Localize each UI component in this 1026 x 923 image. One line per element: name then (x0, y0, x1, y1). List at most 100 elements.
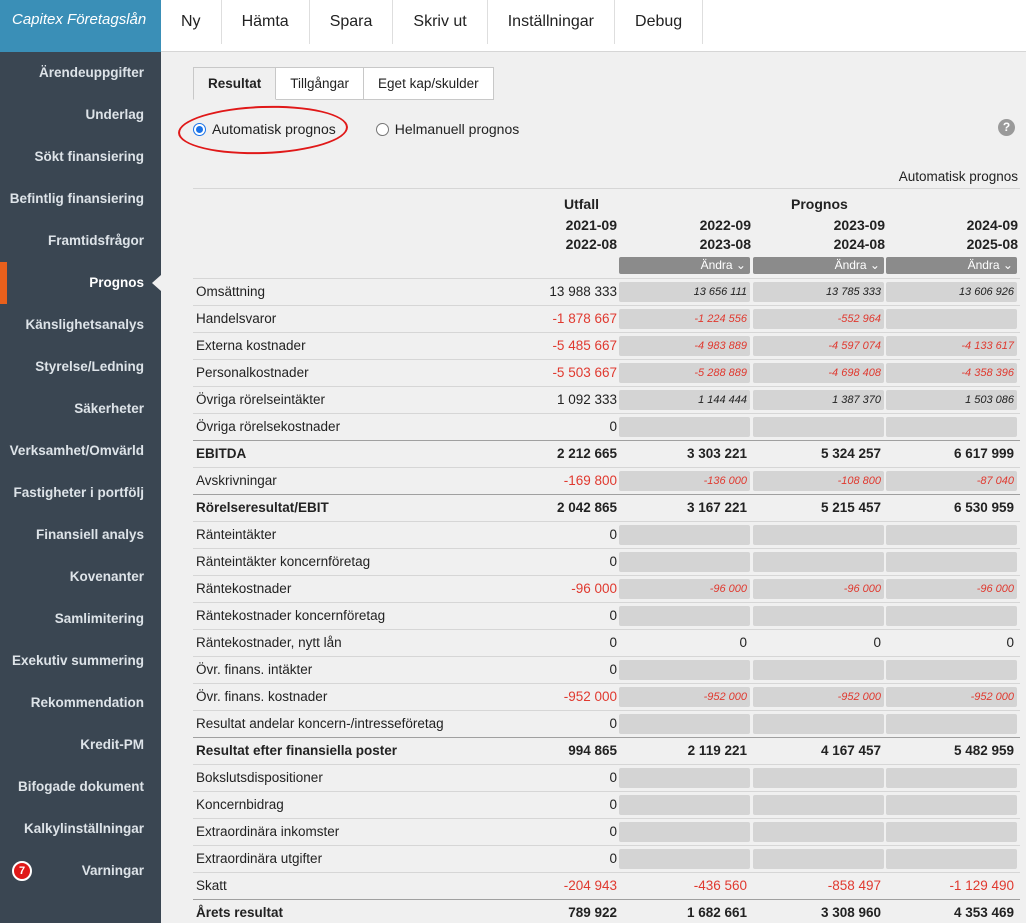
sidebar-item-underlag[interactable]: Underlag (85, 107, 144, 122)
sidebar-item-varningar[interactable]: Varningar 7 (0, 850, 161, 892)
prognos-input-cell[interactable] (886, 525, 1017, 545)
prognos-input-cell[interactable]: -4 983 889 (619, 336, 750, 356)
prognos-input-cell[interactable]: -4 597 074 (753, 336, 884, 356)
sidebar-item-kovenanter[interactable]: Kovenanter (69, 569, 144, 584)
prognos-input-cell[interactable]: -96 000 (886, 579, 1017, 599)
prognos-input-cell[interactable]: -952 000 (753, 687, 884, 707)
prognos-input-cell[interactable] (886, 822, 1017, 842)
menu-hämta[interactable]: Hämta (222, 0, 310, 44)
sidebar-item-sökt-finansiering[interactable]: Sökt finansiering (34, 149, 144, 164)
menu-skriv-ut[interactable]: Skriv ut (393, 0, 488, 44)
sidebar-item-verksamhet-omvärld[interactable]: Verksamhet/Omvärld (9, 443, 144, 458)
andra-dropdown-button[interactable]: Ändra ⌄ (886, 257, 1017, 274)
prognos-input-cell[interactable] (753, 795, 884, 815)
prognos-input-cell[interactable] (753, 822, 884, 842)
sidebar-item-finansiell-analys[interactable]: Finansiell analys (35, 527, 144, 542)
prognos-input-cell[interactable]: -4 698 408 (753, 363, 884, 383)
sidebar-item-fastigheter-i-portfölj[interactable]: Fastigheter i portfölj (13, 485, 144, 500)
prognos-input-cell[interactable] (619, 552, 750, 572)
andra-dropdown-button[interactable]: Ändra ⌄ (619, 257, 750, 274)
radio-dot-unselected[interactable] (375, 122, 389, 136)
prognos-input-cell[interactable] (753, 525, 884, 545)
menu-debug[interactable]: Debug (615, 0, 704, 44)
prognos-input-cell[interactable] (619, 768, 750, 788)
prognos-input-cell[interactable] (886, 849, 1017, 869)
prognos-input-cell[interactable] (753, 417, 884, 437)
tab-tillgångar[interactable]: Tillgångar (276, 67, 365, 100)
sidebar-item-exekutiv-summering[interactable]: Exekutiv summering (11, 653, 144, 668)
prognos-input-cell[interactable] (886, 552, 1017, 572)
sidebar-item-säkerheter[interactable]: Säkerheter (74, 401, 144, 416)
menu-spara[interactable]: Spara (310, 0, 394, 44)
prognos-input-cell[interactable] (886, 714, 1017, 734)
prognos-input-cell[interactable]: -5 288 889 (619, 363, 750, 383)
prognos-input-cell[interactable] (886, 660, 1017, 680)
row-label: Extraordinära inkomster (196, 824, 340, 839)
prognos-input-cell[interactable] (753, 606, 884, 626)
sidebar-item-framtidsfrågor[interactable]: Framtidsfrågor (47, 233, 144, 248)
sidebar-item-bifogade-dokument[interactable]: Bifogade dokument (17, 779, 144, 794)
prognos-input-cell[interactable] (619, 849, 750, 869)
sidebar-item-ärendeuppgifter[interactable]: Ärendeuppgifter (38, 65, 144, 80)
sidebar-item-samlimitering[interactable]: Samlimitering (54, 611, 144, 626)
prognos-input-cell[interactable] (753, 849, 884, 869)
prognos-input-cell[interactable]: -4 133 617 (886, 336, 1017, 356)
period-end: 2022-08 (565, 236, 617, 252)
prognos-input-cell[interactable] (619, 417, 750, 437)
radio-dot-selected[interactable] (193, 122, 206, 136)
row-label: Skatt (196, 878, 227, 893)
radio-automatisk-prognos[interactable]: Automatisk prognos (193, 121, 336, 137)
prognos-input-cell[interactable]: -87 040 (886, 471, 1017, 491)
prognos-input-cell[interactable]: -952 000 (619, 687, 750, 707)
sidebar-item-kalkylinställningar[interactable]: Kalkylinställningar (23, 821, 144, 836)
prognos-input-cell[interactable]: -1 224 556 (619, 309, 750, 329)
prognos-input-cell[interactable] (753, 660, 884, 680)
prognos-input-cell[interactable]: -552 964 (753, 309, 884, 329)
utfall-value: -5 503 667 (552, 365, 617, 380)
prognos-input-cell[interactable] (619, 795, 750, 815)
prognos-input-cell[interactable]: 13 656 111 (619, 282, 750, 302)
prognos-input-cell[interactable] (619, 525, 750, 545)
utfall-value: 13 988 333 (549, 284, 617, 299)
table-row: Externa kostnader -5 485 667 -4 983 889 -4 … (193, 332, 1020, 359)
prognos-input-cell[interactable]: 1 503 086 (886, 390, 1017, 410)
radio-helmanuell-prognos[interactable]: Helmanuell prognos (375, 121, 519, 137)
prognos-input-cell[interactable]: 13 606 926 (886, 282, 1017, 302)
tab-eget-kap-skulder[interactable]: Eget kap/skulder (364, 67, 494, 100)
sidebar-item-rekommendation[interactable]: Rekommendation (30, 695, 144, 710)
prognos-input-cell[interactable]: 13 785 333 (753, 282, 884, 302)
menu-ny[interactable]: Ny (161, 0, 222, 44)
sidebar-item-kredit-pm[interactable]: Kredit-PM (80, 737, 144, 752)
sidebar-item-befintlig-finansiering[interactable]: Befintlig finansiering (9, 191, 144, 206)
andra-dropdown-button[interactable]: Ändra ⌄ (753, 257, 884, 274)
prognos-input-cell[interactable] (753, 714, 884, 734)
prognos-input-cell[interactable] (619, 714, 750, 734)
prognos-input-cell[interactable]: -136 000 (619, 471, 750, 491)
prognos-input-cell[interactable]: -108 800 (753, 471, 884, 491)
prognos-input-cell[interactable]: 1 387 370 (753, 390, 884, 410)
prognos-input-cell[interactable] (619, 822, 750, 842)
prognos-input-cell[interactable] (619, 660, 750, 680)
prognos-input-cell[interactable] (886, 795, 1017, 815)
tab-resultat[interactable]: Resultat (193, 67, 277, 100)
period-start: 2024-09 (966, 217, 1018, 233)
prognos-input-cell[interactable] (619, 606, 750, 626)
row-label: Ränteintäkter (196, 527, 277, 542)
sidebar-item-styrelse-ledning[interactable]: Styrelse/Ledning (35, 359, 144, 374)
prognos-input-cell[interactable] (886, 309, 1017, 329)
prognos-input-cell: 5 482 959 (953, 743, 1014, 758)
prognos-input-cell[interactable]: -96 000 (619, 579, 750, 599)
prognos-input-cell[interactable]: -4 358 396 (886, 363, 1017, 383)
prognos-input-cell[interactable]: 1 144 444 (619, 390, 750, 410)
sidebar-item-känslighetsanalys[interactable]: Känslighetsanalys (25, 317, 144, 332)
help-icon[interactable]: ? (998, 119, 1015, 136)
prognos-input-cell[interactable] (753, 552, 884, 572)
prognos-input-cell[interactable] (886, 606, 1017, 626)
menu-inställningar[interactable]: Inställningar (488, 0, 616, 44)
sidebar-item-prognos[interactable]: Prognos (0, 262, 161, 304)
prognos-input-cell[interactable] (886, 768, 1017, 788)
prognos-input-cell[interactable]: -96 000 (753, 579, 884, 599)
prognos-input-cell[interactable] (753, 768, 884, 788)
prognos-input-cell[interactable]: -952 000 (886, 687, 1017, 707)
prognos-input-cell[interactable] (886, 417, 1017, 437)
